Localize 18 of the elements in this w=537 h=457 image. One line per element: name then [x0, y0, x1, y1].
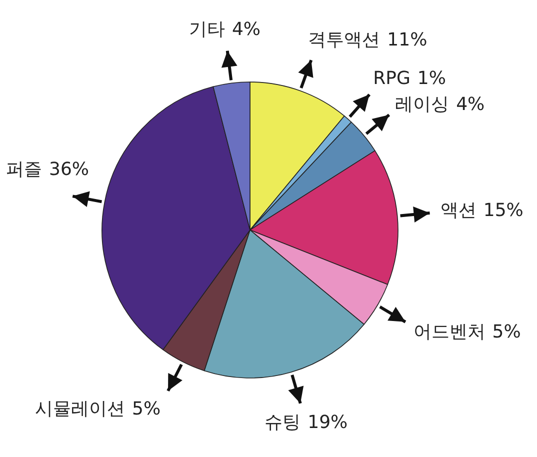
category-label: 액션	[440, 200, 476, 221]
category-label: 격투액션	[308, 30, 380, 51]
data-label: 1%	[417, 68, 446, 89]
data-label: 11%	[387, 30, 428, 51]
data-label: 19%	[308, 412, 348, 434]
data-label: 4%	[456, 94, 485, 115]
category-label: 슈팅	[264, 412, 301, 434]
category-label: 퍼즐	[6, 159, 42, 180]
category-label: 레이싱	[395, 94, 450, 115]
data-label: 5%	[132, 398, 161, 420]
category-label: 기타	[189, 19, 225, 40]
data-label: 4%	[232, 19, 261, 40]
category-label: RPG	[373, 68, 410, 89]
data-label: 36%	[49, 159, 90, 180]
category-label: 시뮬레이션	[35, 398, 126, 420]
category-label: 어드벤처	[413, 321, 486, 342]
data-label: 15%	[483, 200, 524, 221]
data-label: 5%	[492, 321, 521, 342]
